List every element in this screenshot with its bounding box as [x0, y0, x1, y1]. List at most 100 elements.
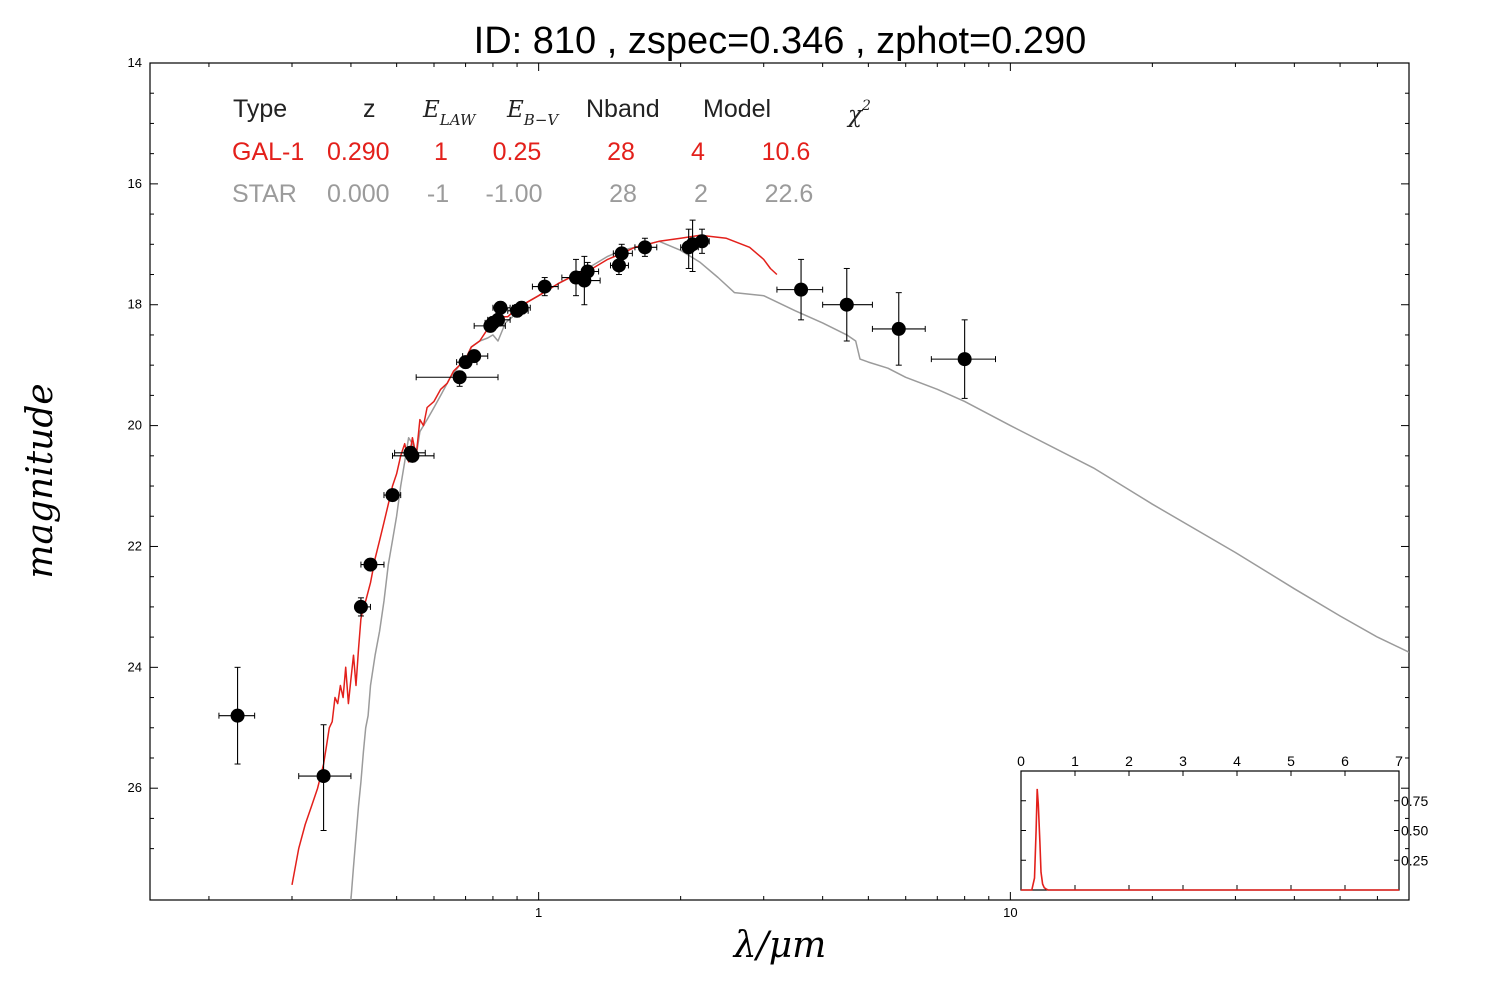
table-row-star: STAR 0.000 -1 -1.00 28 2 22.6 [232, 180, 813, 208]
galaxy-type: GAL-1 [232, 138, 304, 166]
y-tick-label: 24 [128, 659, 142, 674]
data-point [456, 355, 478, 370]
data-point [360, 557, 385, 572]
point-marker [794, 282, 809, 297]
inset-x-tick-label: 3 [1179, 753, 1187, 769]
y-axis-label: magnitude [20, 383, 61, 578]
inset-y-tick-label: 0.25 [1401, 852, 1428, 868]
star-z: 0.000 [327, 180, 390, 208]
star-chi2: 22.6 [765, 180, 814, 208]
inset-x-tick-label: 6 [1341, 753, 1349, 769]
point-marker [637, 240, 652, 255]
galaxy-nband: 28 [607, 138, 635, 166]
y-tick-label: 26 [128, 780, 142, 795]
inset-x-tick-label: 2 [1125, 753, 1133, 769]
data-point [634, 237, 658, 257]
pdz-curve [1021, 788, 1399, 891]
table-header-e-law: ELAW [422, 97, 477, 129]
point-marker [514, 300, 529, 315]
table-row-galaxy: GAL-1 0.290 1 0.25 28 4 10.6 [232, 138, 810, 166]
chart-title: ID: 810 , zspec=0.346 , zphot=0.290 [474, 20, 1087, 62]
data-point [353, 597, 371, 617]
galaxy-e-bv: 0.25 [493, 138, 542, 166]
point-marker [467, 349, 482, 364]
star-nband: 28 [609, 180, 637, 208]
plot-frame [149, 62, 1410, 901]
x-tick-label: 10 [1003, 905, 1017, 920]
galaxy-chi2: 10.6 [762, 138, 811, 166]
y-tick-label: 18 [128, 297, 142, 312]
table-header-z: z [363, 95, 376, 123]
pdz-line [1021, 788, 1399, 891]
inset-frame [1020, 770, 1400, 891]
x-axis-label: λ/μm [732, 925, 826, 966]
point-marker [385, 488, 400, 503]
y-tick-label: 22 [128, 538, 142, 553]
data-point [298, 724, 352, 832]
fit-results-table: Type z ELAW EB−V Nband Model χ2 GAL-1 0.… [232, 95, 871, 208]
table-header-chi2: χ2 [846, 98, 871, 128]
inset-axes-ticks: 0 1 2 3 4 5 6 7 0.25 0.50 0.75 [1017, 753, 1428, 890]
point-marker [611, 258, 626, 273]
inset-y-tick-label: 0.50 [1401, 823, 1428, 839]
point-marker [580, 264, 595, 279]
galaxy-e-law: 1 [434, 138, 448, 166]
table-header-model: Model [703, 95, 771, 123]
table-header-e-bv: EB−V [506, 97, 560, 129]
data-point [492, 300, 511, 315]
data-point [392, 448, 435, 463]
table-header-type: Type [233, 95, 287, 123]
point-marker [493, 300, 508, 315]
data-point [575, 261, 600, 282]
point-marker [695, 234, 710, 249]
galaxy-model: 4 [691, 138, 705, 166]
point-marker [614, 246, 629, 261]
point-marker [839, 297, 854, 312]
star-e-law: -1 [427, 180, 449, 208]
data-point [612, 243, 633, 263]
inset-x-tick-label: 1 [1071, 753, 1079, 769]
data-point [415, 370, 499, 387]
point-marker [316, 769, 331, 784]
data-point [871, 292, 926, 366]
y-tick-label: 20 [128, 418, 142, 433]
data-point [694, 228, 710, 254]
data-point [383, 488, 402, 503]
point-marker [405, 448, 420, 463]
photometry-points [218, 219, 996, 832]
x-tick-label: 1 [535, 905, 542, 920]
y-tick-label: 16 [128, 176, 142, 191]
star-type: STAR [232, 180, 297, 208]
inset-x-tick-label: 7 [1395, 753, 1403, 769]
galaxy-model-line [291, 234, 778, 886]
table-header-nband: Nband [586, 95, 660, 123]
data-point [930, 319, 996, 399]
point-marker [353, 599, 368, 614]
y-tick-label: 14 [128, 55, 142, 70]
data-point [531, 277, 559, 297]
data-point [487, 312, 511, 327]
point-marker [490, 312, 505, 327]
inset-y-tick-label: 0.75 [1401, 793, 1428, 809]
point-marker [957, 352, 972, 367]
pdz-inset: 0 1 2 3 4 5 6 7 0.25 0.50 0.75 [1017, 753, 1428, 891]
data-point [511, 300, 531, 315]
point-marker [891, 321, 906, 336]
point-marker [452, 370, 467, 385]
data-point [776, 258, 824, 321]
data-point [462, 349, 489, 364]
star-model: 2 [694, 180, 708, 208]
inset-x-tick-label: 4 [1233, 753, 1241, 769]
point-marker [537, 279, 552, 294]
galaxy-z: 0.290 [327, 138, 390, 166]
data-point [822, 267, 873, 342]
inset-x-tick-label: 5 [1287, 753, 1295, 769]
point-marker [230, 708, 245, 723]
data-point [218, 666, 256, 765]
point-marker [363, 557, 378, 572]
star-e-bv: -1.00 [486, 180, 543, 208]
inset-x-tick-label: 0 [1017, 753, 1025, 769]
